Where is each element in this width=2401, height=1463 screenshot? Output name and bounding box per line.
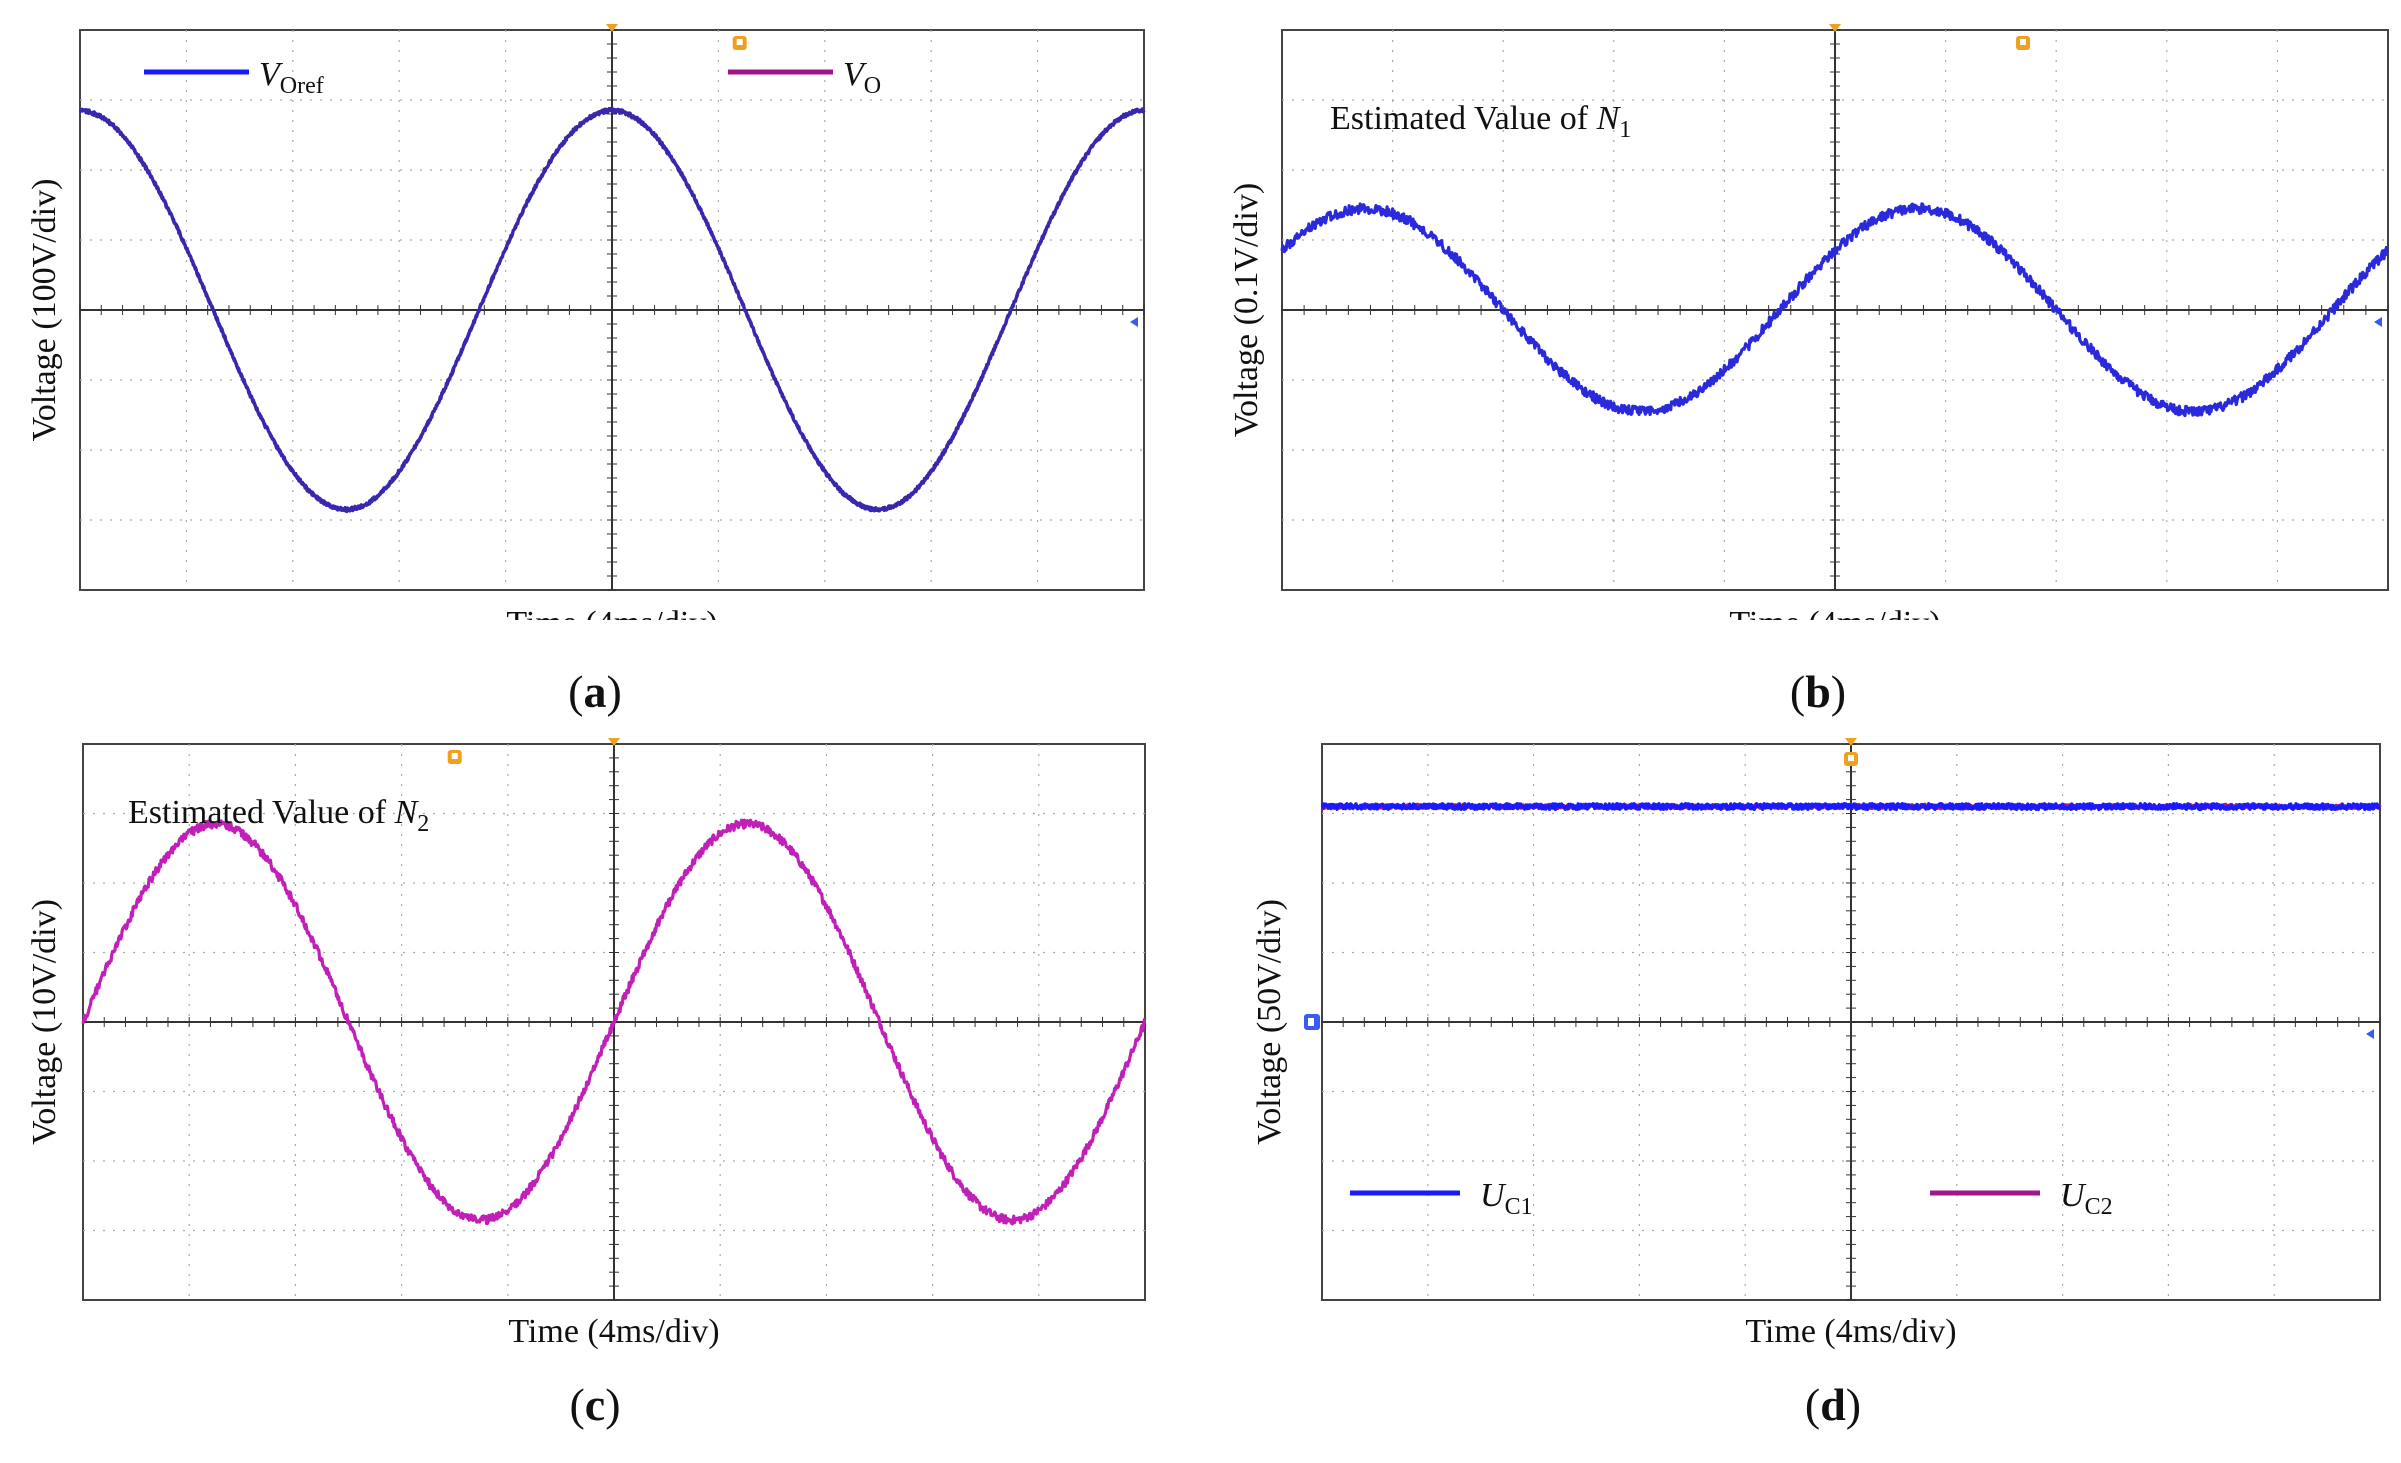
legend-label: UC1: [1480, 1177, 1533, 1220]
chart-panel-b: Estimated Value of N1 Time (4ms/div) Volta…: [1200, 0, 2401, 642]
y-axis-label: Voltage (100V/div): [26, 179, 63, 442]
level-marker-right: [2366, 1029, 2374, 1039]
caption-a: (a): [568, 666, 622, 717]
legend-label: UC2: [2060, 1177, 2113, 1220]
x-axis-label: Time (4ms/div): [1745, 1313, 1956, 1350]
x-axis-label: Time (4ms/div): [1729, 605, 1940, 620]
chart-panel-a: VOref VO Time (4ms/div) Voltage (100V/div): [0, 0, 1200, 642]
center-ticks: [1321, 743, 2381, 1301]
scope-plot-c: Estimated Value of N2 Time (4ms/div) Volta…: [26, 738, 1147, 1350]
caption-d: (d): [1804, 1379, 1862, 1430]
trigger-marker-inner: [1848, 755, 1854, 761]
ground-marker-inner: [1308, 1018, 1314, 1026]
level-marker-right: [2374, 317, 2382, 327]
series-trace-v_o: [79, 106, 1146, 514]
annotation-label: Estimated Value of N1: [1330, 100, 1631, 143]
scope-plot-d: UC1 UC2 Time (4ms/div) Voltage (50V/div): [1251, 738, 2382, 1350]
level-marker-right: [1130, 317, 1138, 327]
caption-c: (c): [569, 1379, 621, 1430]
y-axis-label: Voltage (0.1V/div): [1228, 183, 1265, 437]
caption-b: (b): [1789, 666, 1847, 717]
y-axis-label: Voltage (10V/div): [26, 899, 63, 1145]
legend-label: VO: [843, 56, 881, 99]
x-axis-label: Time (4ms/div): [506, 605, 717, 620]
trigger-marker-inner: [2020, 39, 2027, 45]
chart-panel-d: UC1 UC2 Time (4ms/div) Voltage (50V/div): [1200, 720, 2401, 1350]
center-ticks: [1281, 29, 2389, 591]
scope-plot-b: Estimated Value of N1 Time (4ms/div) Volta…: [1228, 24, 2389, 642]
scope-plot-a: VOref VO Time (4ms/div) Voltage (100V/div): [26, 24, 1146, 642]
series-trace-n2: [81, 818, 1147, 1226]
legend-label: VOref: [259, 56, 324, 99]
chart-panel-c: Estimated Value of N2 Time (4ms/div) Volta…: [0, 720, 1200, 1350]
trigger-marker-inner: [451, 753, 458, 759]
y-axis-label: Voltage (50V/div): [1251, 899, 1288, 1145]
trigger-position-marker: [1829, 24, 1841, 32]
trigger-marker-inner: [736, 39, 743, 45]
trigger-position-marker: [606, 24, 618, 32]
annotation-label: Estimated Value of N2: [128, 794, 429, 837]
x-axis-label: Time (4ms/div): [508, 1313, 719, 1350]
series-trace-u_c1: [1320, 802, 2381, 812]
series-trace-n1: [1280, 202, 2389, 418]
trigger-position-marker: [608, 738, 620, 746]
center-ticks: [82, 743, 1146, 1301]
trigger-position-marker: [1845, 738, 1857, 746]
